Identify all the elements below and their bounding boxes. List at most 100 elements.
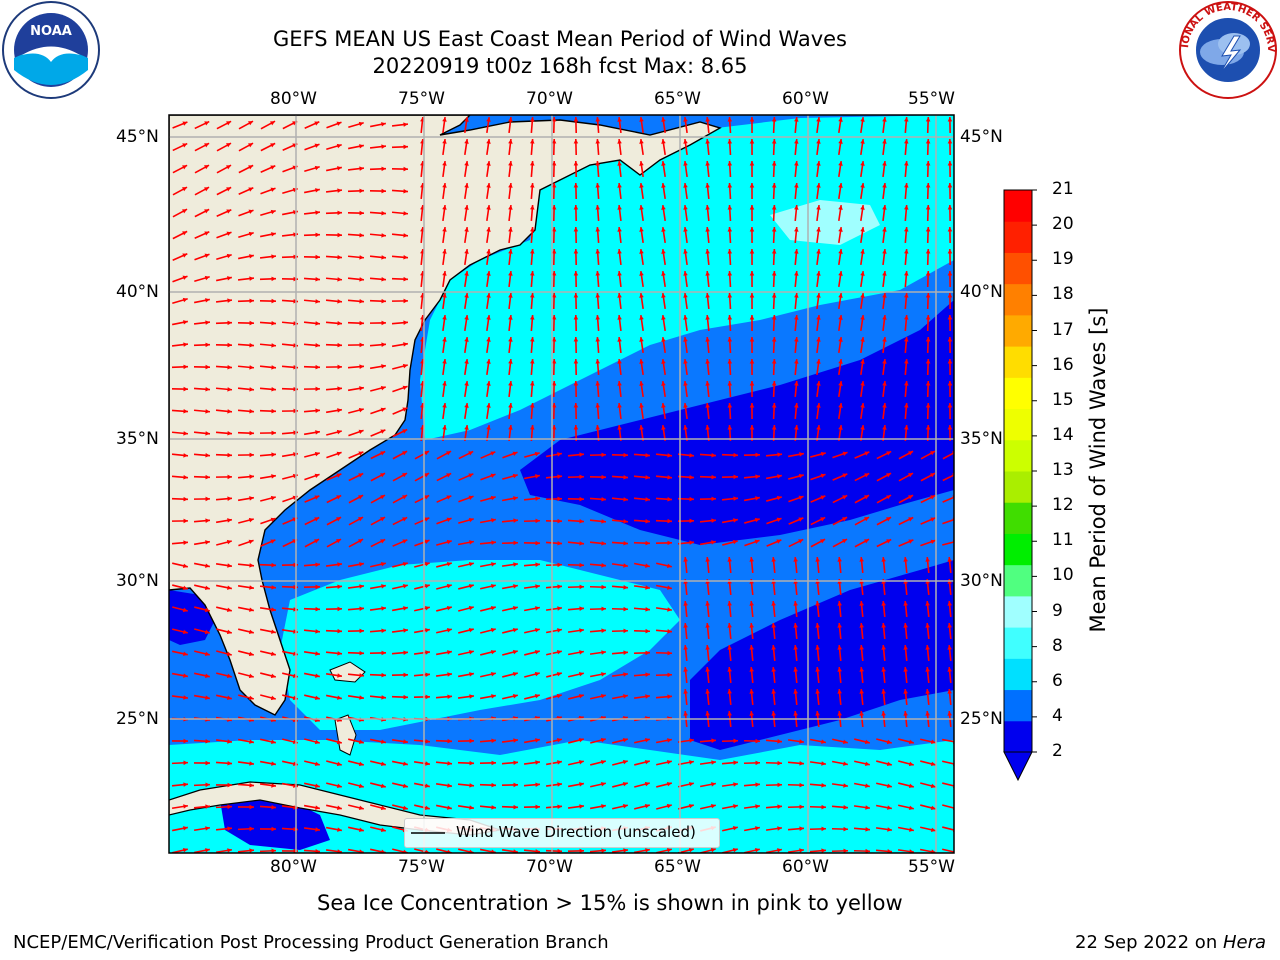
colorbar-tick-label: 20 bbox=[1052, 214, 1074, 235]
wave-direction-arrowhead bbox=[732, 847, 738, 853]
wave-direction-arrowhead bbox=[358, 495, 364, 500]
wave-direction-arrowhead bbox=[183, 738, 188, 744]
wave-direction-arrowhead bbox=[381, 364, 386, 369]
wave-direction-arrowhead bbox=[182, 629, 188, 635]
footer-date: 22 Sep 2022 on bbox=[1075, 932, 1223, 953]
footer-left: NCEP/EMC/Verification Post Processing Pr… bbox=[13, 932, 609, 953]
wave-direction-arrowhead bbox=[530, 271, 535, 276]
cyan-band-bottom bbox=[169, 740, 954, 853]
wave-direction-arrowhead bbox=[403, 122, 408, 127]
wave-direction-arrowhead bbox=[227, 563, 232, 568]
wave-direction-arrowhead bbox=[249, 761, 254, 766]
wave-direction-arrowhead bbox=[271, 629, 276, 634]
wave-direction-arrowhead bbox=[513, 782, 518, 788]
wave-direction-arrowhead bbox=[661, 403, 666, 408]
wave-direction-arrowhead bbox=[904, 183, 909, 188]
wave-direction-arrowhead bbox=[777, 739, 782, 744]
wave-direction-arrowhead bbox=[227, 431, 232, 436]
wave-direction-arrowhead bbox=[381, 606, 386, 611]
wave-direction-arrowhead bbox=[424, 451, 430, 456]
wave-direction-arrowhead bbox=[601, 672, 606, 677]
wave-direction-arrowhead bbox=[183, 408, 188, 414]
wave-direction-arrowhead bbox=[556, 693, 562, 699]
wave-direction-arrowhead bbox=[930, 517, 936, 522]
wave-direction-arrowhead bbox=[755, 826, 760, 831]
wave-direction-arrowhead bbox=[358, 429, 364, 435]
wave-direction-arrowhead bbox=[249, 430, 254, 436]
wave-direction-arrowhead bbox=[688, 803, 694, 809]
wave-direction-arrowhead bbox=[508, 205, 513, 210]
dark-blue-zone-center bbox=[520, 300, 954, 545]
wave-direction-arrowhead bbox=[727, 711, 732, 716]
wave-direction-arrowhead bbox=[512, 451, 518, 456]
wave-direction-arrowhead bbox=[705, 623, 710, 628]
wave-direction-arrowhead bbox=[249, 585, 254, 590]
wave-direction-arrowhead bbox=[227, 518, 232, 523]
wave-direction-arrowhead bbox=[732, 539, 738, 545]
wave-direction-arrowhead bbox=[468, 583, 474, 589]
legend-line-swatch bbox=[411, 832, 445, 834]
wave-direction-arrowhead bbox=[705, 249, 710, 254]
wave-direction-arrowhead bbox=[881, 711, 886, 716]
wave-direction-arrowhead bbox=[513, 760, 518, 765]
wave-direction-arrowhead bbox=[689, 738, 694, 743]
wave-direction-arrowhead bbox=[227, 826, 232, 831]
wave-direction-arrowhead bbox=[925, 315, 931, 320]
wave-direction-arrowhead bbox=[314, 451, 320, 457]
wave-direction-arrowhead bbox=[314, 739, 320, 745]
wave-direction-arrowhead bbox=[226, 673, 232, 679]
wave-direction-arrowhead bbox=[359, 232, 364, 238]
wave-direction-arrowhead bbox=[904, 337, 909, 342]
wave-direction-arrowhead bbox=[886, 495, 892, 500]
wave-direction-arrowhead bbox=[182, 165, 188, 170]
wave-direction-arrowhead bbox=[402, 584, 408, 589]
wave-direction-arrowhead bbox=[683, 205, 688, 210]
wave-direction-arrowhead bbox=[381, 672, 386, 678]
wave-direction-arrowhead bbox=[226, 165, 232, 170]
wave-direction-arrowhead bbox=[661, 227, 666, 232]
wave-direction-arrowhead bbox=[512, 627, 518, 633]
wave-direction-arrowhead bbox=[881, 623, 886, 628]
wave-direction-arrowhead bbox=[882, 183, 887, 188]
wave-direction-arrowhead bbox=[573, 271, 579, 276]
wave-direction-arrowhead bbox=[838, 293, 843, 298]
wave-direction-arrowhead bbox=[183, 431, 188, 436]
wave-direction-arrowhead bbox=[248, 187, 254, 192]
wave-direction-arrowhead bbox=[794, 227, 799, 232]
wave-direction-arrowhead bbox=[535, 804, 540, 810]
wave-direction-arrowhead bbox=[359, 584, 364, 589]
wave-direction-arrowhead bbox=[314, 165, 320, 171]
wave-direction-arrowhead bbox=[908, 473, 914, 478]
wave-direction-arrowhead bbox=[623, 672, 628, 677]
wave-direction-arrowhead bbox=[727, 667, 732, 672]
wave-direction-arrowhead bbox=[182, 651, 188, 656]
wave-direction-arrowhead bbox=[205, 848, 210, 853]
colorbar-tick-label: 6 bbox=[1052, 670, 1063, 691]
wave-direction-arrowhead bbox=[182, 209, 188, 214]
wave-direction-arrowhead bbox=[771, 271, 777, 276]
wave-direction-arrowhead bbox=[882, 315, 887, 320]
wave-direction-arrowhead bbox=[508, 227, 513, 232]
wave-direction-arrowhead bbox=[727, 403, 733, 408]
wave-direction-arrowhead bbox=[667, 629, 672, 634]
wave-direction-arrowhead bbox=[183, 804, 188, 809]
wave-direction-arrowhead bbox=[337, 299, 342, 304]
wave-direction-arrow bbox=[941, 738, 954, 743]
wave-direction-arrowhead bbox=[617, 293, 622, 298]
wave-direction-arrowhead bbox=[530, 381, 535, 386]
wave-direction-arrowhead bbox=[183, 540, 188, 545]
wave-direction-arrowhead bbox=[617, 161, 622, 166]
wave-direction-arrowhead bbox=[579, 628, 584, 633]
wave-direction-arrowhead bbox=[623, 585, 628, 590]
wave-direction-arrowhead bbox=[683, 403, 688, 408]
wave-direction-arrowhead bbox=[617, 359, 622, 364]
wave-direction-arrowhead bbox=[508, 315, 513, 320]
land-north-america bbox=[169, 115, 722, 716]
wave-direction-arrowhead bbox=[578, 760, 584, 765]
wave-direction-arrowhead bbox=[838, 337, 843, 342]
wave-direction-arrowhead bbox=[882, 117, 887, 122]
wave-direction-arrowhead bbox=[947, 205, 953, 210]
wave-direction-arrowhead bbox=[754, 848, 760, 853]
wave-direction-arrowhead bbox=[821, 761, 826, 766]
wave-direction-arrowhead bbox=[512, 606, 518, 611]
